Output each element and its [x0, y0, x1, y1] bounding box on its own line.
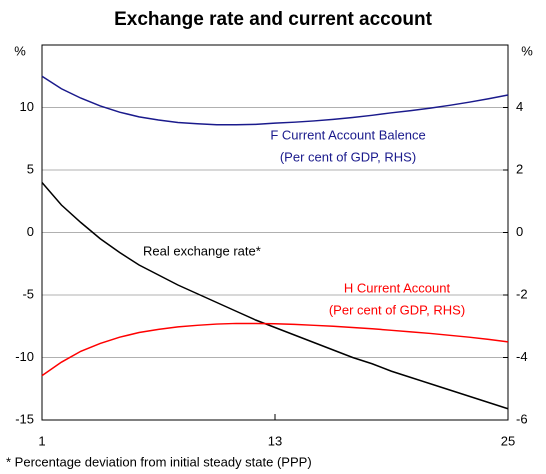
- y-tick-label: -15: [15, 411, 34, 426]
- x-tick-label: 13: [268, 433, 282, 448]
- series-line: [41, 75, 509, 126]
- y-tick-label: -5: [22, 286, 34, 301]
- annotation: H Current Account: [344, 280, 451, 295]
- plot-frame: [41, 44, 509, 421]
- annotation: (Per cent of GDP, RHS): [280, 149, 416, 164]
- annotation: F Current Account Balence: [270, 127, 425, 142]
- y2-tick-label: 0: [516, 224, 523, 239]
- y2-tick-label: -4: [516, 349, 528, 364]
- y2-tick-label: -2: [516, 286, 528, 301]
- series-line: [41, 322, 509, 377]
- annotation: (Per cent of GDP, RHS): [329, 302, 465, 317]
- y-tick-label: 10: [20, 99, 34, 114]
- y2-tick-label: 4: [516, 99, 523, 114]
- y2-tick-label: -6: [516, 411, 528, 426]
- chart-title: Exchange rate and current account: [114, 9, 432, 30]
- y-tick-label: 0: [27, 224, 34, 239]
- y-axis-label: %: [14, 43, 26, 58]
- x-tick-label: 25: [501, 433, 515, 448]
- annotation: Real exchange rate*: [143, 243, 261, 258]
- y2-tick-label: 2: [516, 161, 523, 176]
- y2-axis-label: %: [521, 43, 533, 58]
- y-tick-label: -10: [15, 349, 34, 364]
- x-tick-label: 1: [38, 433, 45, 448]
- y-tick-label: 5: [27, 161, 34, 176]
- footnote: * Percentage deviation from initial stea…: [6, 454, 312, 469]
- series-line: [41, 182, 509, 410]
